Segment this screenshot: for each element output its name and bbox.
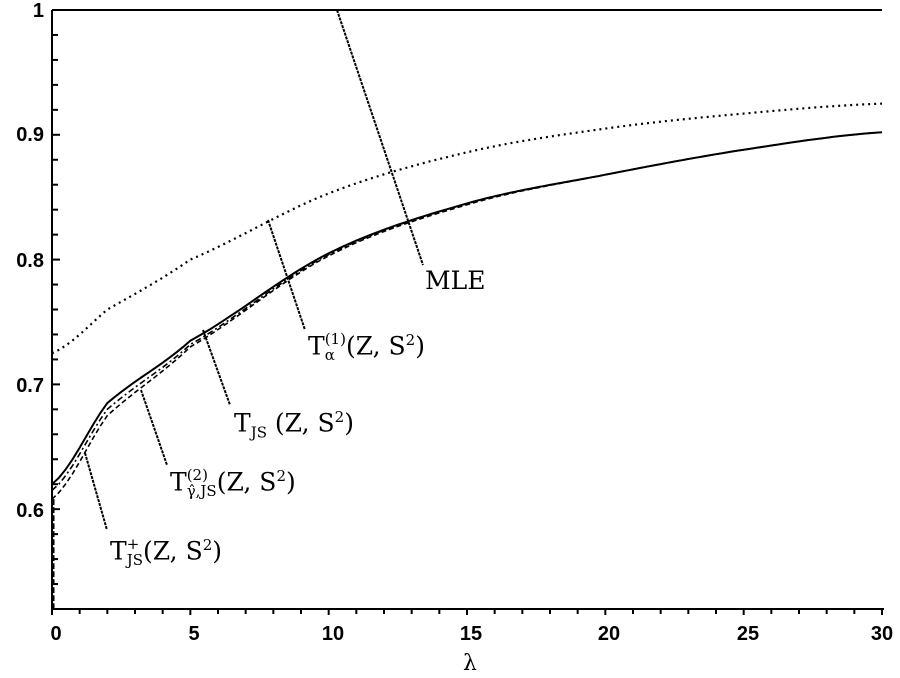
y-tick-label: 0.8 [16,250,44,272]
label-close: ) [285,467,296,497]
label-args: (Z, S [345,331,406,361]
label-base: T [170,467,187,497]
label-base: T [308,331,325,361]
x-tick-label: 10 [322,623,344,645]
label-t-js: TJS (Z, S2) [234,410,354,440]
leader-t-js [202,329,231,406]
label-sub-sup: (1) α [324,330,346,364]
label-t-gamma: T (2) γ̂,JS (Z, S2) [170,466,296,500]
y-tick-label: 1 [33,0,44,22]
leader-t-gamma [140,389,168,466]
label-sup: (1) [324,330,346,348]
axes [51,10,884,610]
curves [51,9,883,609]
y-tick-label: 0.7 [16,375,44,397]
label-base: T [110,536,127,566]
leader-t-js-plus [84,452,108,531]
x-tick-label: 5 [188,623,199,645]
y-tick-label: 0.6 [16,500,44,522]
x-tick-label: 25 [737,623,759,645]
x-tick-label: 30 [871,623,893,645]
series-line-1 [51,102,883,355]
label-sub: α [324,345,335,364]
leader-lines [84,9,424,531]
label-args: (Z, S [216,467,277,497]
label-sub-sup: (2) γ̂,JS [186,466,217,500]
y-tick-label: 0.9 [16,124,44,146]
label-close: ) [212,536,223,566]
leader-t-alpha [267,219,306,331]
x-tick-label: 0 [50,623,61,645]
x-ticks [51,609,883,615]
label-sub: JS [250,423,267,442]
label-base: T [234,408,251,438]
label-sup: (2) [186,466,208,484]
series-line-2 [51,131,883,485]
label-args: (Z, S [142,536,203,566]
series-line-3 [51,131,883,491]
label-t-alpha: T (1) α (Z, S2) [308,330,425,364]
series-line-4 [51,131,883,500]
label-sub-sup: + JS [126,535,143,569]
label-sup: + [126,535,140,553]
label-close: ) [344,408,354,438]
label-args-sup: 2 [202,535,213,554]
label-sub: JS [126,550,143,569]
label-t-js-plus: T + JS (Z, S2) [110,535,223,569]
x-tick-labels: 0 5 10 15 20 25 30 [50,623,893,645]
x-axis-title: λ [463,651,477,676]
label-args: (Z, S [266,408,335,438]
y-tick-labels: 0.6 0.7 0.8 0.9 1 [16,0,44,522]
label-args-sup: 2 [334,408,345,426]
label-close: ) [415,331,425,361]
label-mle: MLE [425,266,486,295]
leader-mle [336,9,424,266]
x-tick-label: 15 [460,623,482,645]
x-tick-label: 20 [598,623,620,645]
label-args-sup: 2 [405,330,416,349]
label-args-sup: 2 [276,466,286,485]
label-sub: γ̂,JS [186,481,217,500]
